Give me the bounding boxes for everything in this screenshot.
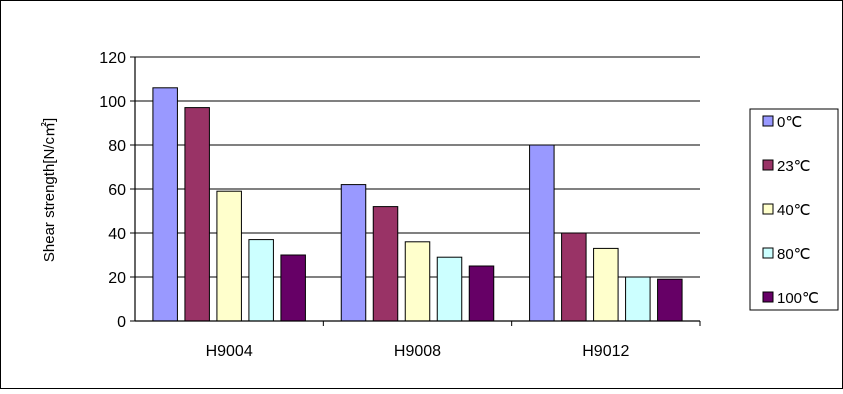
bar [436,256,463,322]
legend-label: 23℃ [777,158,811,175]
bar [372,206,399,322]
bar [248,239,274,322]
legend-swatch [762,203,774,215]
legend: 0℃ 23℃ 40℃ 80℃ 100℃ [749,108,839,311]
bar [340,184,367,322]
bar [152,87,178,322]
bar [657,278,683,322]
y-axis-title: Shear strength[N/c㎡] [41,118,58,262]
y-tick-label: 120 [99,50,126,67]
bar [625,276,651,322]
axes [130,56,701,326]
y-tick-label: 100 [99,94,126,111]
bar [184,107,210,322]
bar [529,144,555,322]
bars [152,87,683,322]
legend-label: 40℃ [777,202,811,219]
legend-swatch [762,247,774,259]
y-tick-label: 40 [108,226,126,243]
bar [468,265,495,322]
x-tick-label: H9004 [206,343,253,360]
y-tick-label: 80 [108,138,126,155]
x-tick-label: H9012 [582,343,629,360]
tick-labels: 0 20 40 60 80 100 120 H9004 H9008 H9012 [99,50,629,360]
legend-swatch [762,159,774,171]
legend-swatch [762,291,774,303]
legend-swatch [762,115,774,127]
legend-label: 0℃ [777,114,802,131]
bar [561,232,587,322]
y-tick-label: 0 [117,314,126,331]
legend-label: 80℃ [777,246,811,263]
bar [404,241,431,322]
y-tick-label: 60 [108,182,126,199]
bar [593,247,619,322]
x-tick-label: H9008 [394,343,441,360]
bar [280,254,306,322]
legend-label: 100℃ [777,290,819,307]
bar [216,190,242,322]
y-tick-label: 20 [108,270,126,287]
